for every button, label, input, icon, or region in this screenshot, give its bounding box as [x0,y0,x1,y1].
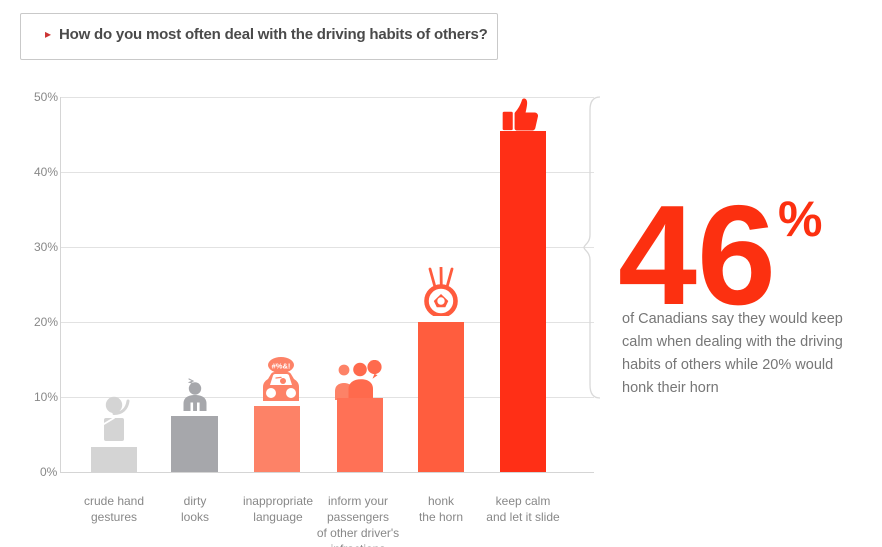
svg-text:#%&!: #%&! [272,362,291,371]
